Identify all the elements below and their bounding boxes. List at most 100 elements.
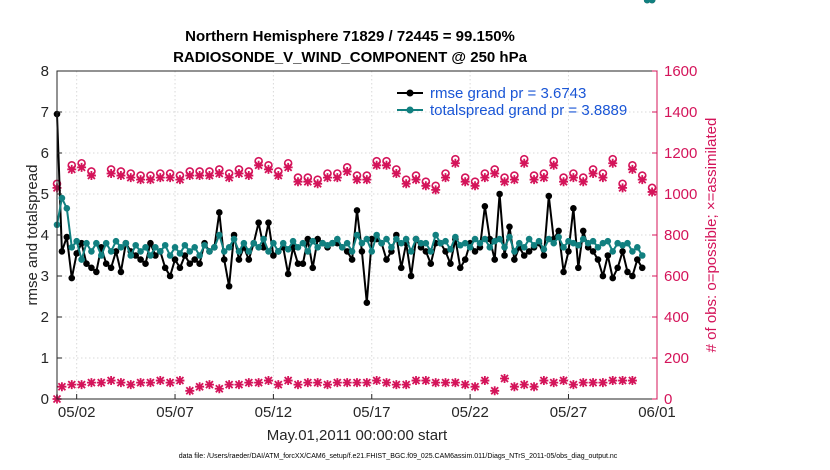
totalspread-point [196, 252, 203, 259]
obs-assimilated-marker [342, 378, 352, 388]
obs-assimilated-marker [490, 169, 500, 178]
y-tick-label-left: 6 [41, 145, 49, 162]
rmse-point [383, 256, 390, 263]
obs-assimilated-marker [509, 175, 519, 185]
obs-assimilated-marker [263, 164, 273, 174]
obs-assimilated-marker [106, 376, 116, 386]
rmse-point [471, 248, 479, 255]
totalspread-point [334, 235, 341, 243]
rmse-point [142, 260, 149, 268]
totalspread-point [432, 231, 439, 239]
obs-assimilated-marker [431, 378, 441, 388]
totalspread-point [634, 244, 641, 251]
totalspread-point [575, 241, 582, 249]
totalspread-point [560, 244, 567, 251]
obs-assimilated-marker [362, 175, 372, 185]
obs-assimilated-marker [372, 376, 382, 386]
obs-assimilated-marker [411, 175, 421, 185]
obs-assimilated-marker [470, 382, 480, 392]
rmse-point [245, 256, 253, 263]
y-tick-label-left: 3 [41, 268, 49, 285]
totalspread-point [530, 241, 538, 249]
totalspread-point [378, 239, 385, 247]
x-tick-label: 06/01 [638, 404, 676, 421]
x-tick-label: 05/22 [451, 404, 489, 421]
totalspread-point [107, 248, 115, 255]
rmse-point [270, 252, 277, 259]
x-tick-label: 05/07 [156, 404, 194, 421]
totalspread-point [191, 244, 199, 251]
obs-assimilated-marker [86, 378, 96, 388]
obs-assimilated-marker [618, 183, 628, 193]
totalspread-point [348, 248, 356, 255]
rmse-point [604, 252, 612, 259]
totalspread-point [358, 239, 366, 247]
y-tick-label-left: 1 [41, 350, 49, 367]
rmse-point [461, 256, 469, 263]
obs-assimilated-marker [608, 158, 618, 168]
totalspread-point [579, 235, 587, 243]
legend-spread-marker [406, 106, 414, 114]
totalspread-point [388, 244, 395, 251]
totalspread-point [550, 239, 558, 247]
obs-assimilated-marker [195, 382, 205, 392]
rmse-point [525, 248, 533, 255]
obs-assimilated-marker [490, 386, 500, 396]
totalspread-point [604, 237, 612, 245]
totalspread-point [452, 233, 459, 241]
totalspread-point [260, 235, 267, 243]
rmse-point [58, 248, 66, 255]
rmse-point [511, 256, 518, 263]
obs-assimilated-marker [372, 160, 382, 170]
obs-assimilated-marker [460, 177, 470, 187]
totalspread-point [117, 244, 125, 251]
totalspread-point [624, 239, 631, 247]
rmse-point [481, 203, 489, 210]
y-tick-label-right: 0 [664, 391, 672, 408]
rmse-point [107, 264, 115, 272]
totalspread-point [265, 248, 272, 255]
obs-assimilated-marker [450, 378, 460, 388]
obs-assimilated-marker [332, 378, 342, 388]
obs-assimilated-marker [391, 380, 401, 390]
obs-assimilated-marker [647, 187, 657, 197]
y-tick-label-left: 7 [41, 104, 49, 121]
totalspread-point [176, 250, 184, 257]
totalspread-point [515, 239, 523, 247]
obs-assimilated-marker [175, 175, 185, 185]
obs-assimilated-marker [244, 171, 254, 181]
obs-assimilated-marker [234, 380, 244, 390]
obs-assimilated-marker [352, 175, 362, 185]
totalspread-point [284, 246, 292, 253]
obs-assimilated-marker [263, 376, 273, 386]
totalspread-point [648, 0, 656, 4]
obs-assimilated-marker [559, 376, 569, 386]
legend-spread-label: totalspread grand pr = 3.8889 [430, 102, 627, 119]
obs-assimilated-marker [204, 171, 214, 181]
obs-assimilated-marker [588, 169, 598, 178]
legend-rmse-marker [406, 89, 414, 97]
y-tick-label-right: 400 [664, 309, 689, 326]
totalspread-point [594, 244, 602, 251]
totalspread-point [309, 237, 317, 245]
y-tick-label-left: 5 [41, 186, 49, 203]
y-tick-label-right: 1000 [664, 186, 697, 203]
obs-assimilated-marker [96, 378, 106, 388]
rmse-point [456, 264, 464, 272]
obs-assimilated-marker [126, 380, 136, 390]
obs-assimilated-marker [273, 380, 283, 390]
obs-assimilated-marker [362, 378, 372, 388]
obs-assimilated-marker [155, 173, 165, 183]
obs-assimilated-marker [67, 380, 77, 390]
y-tick-label-left: 4 [41, 227, 49, 244]
y-tick-label-left: 8 [41, 63, 49, 80]
rmse-point [555, 227, 562, 235]
axes: 05/02 05/07 05/12 05/17 05/22 05/27 06/0101234… [41, 63, 698, 421]
rmse-point [309, 264, 317, 272]
rmse-point [614, 264, 621, 272]
obs-assimilated-marker [136, 378, 146, 388]
rmse-point [363, 299, 371, 306]
obs-assimilated-marker [283, 376, 293, 386]
obs-assimilated-marker [165, 378, 175, 388]
obs-assimilated-marker [273, 171, 283, 181]
